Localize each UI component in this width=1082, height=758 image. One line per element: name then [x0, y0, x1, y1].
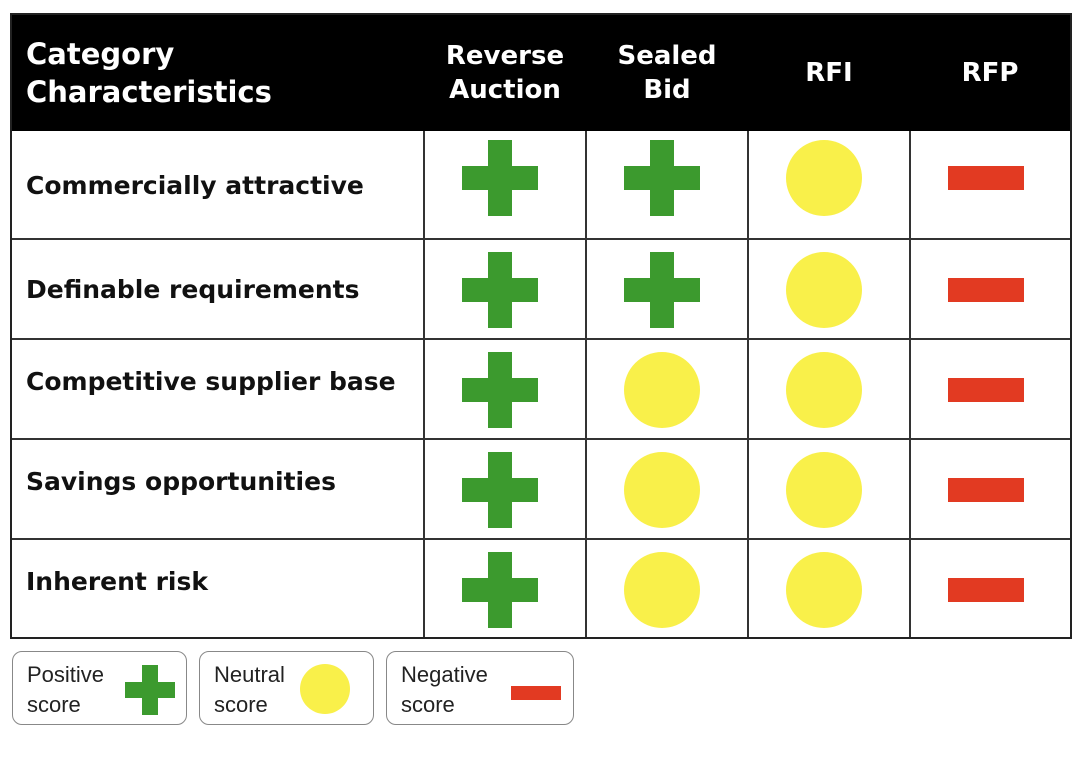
column-divider	[909, 131, 911, 637]
column-divider	[747, 131, 749, 637]
plus-icon	[462, 452, 538, 528]
minus-icon	[948, 278, 1024, 302]
comparison-table: Category Characteristics Reverse Auction…	[10, 13, 1072, 639]
row-label-savings-opportunities: Savings opportunities	[26, 466, 336, 496]
legend-negative-label: Negative score	[401, 662, 488, 717]
row-divider	[12, 238, 1070, 240]
circle-icon	[786, 252, 862, 328]
legend-positive-label: Positive score	[27, 662, 105, 717]
header-reverse-auction: Reverse Auction	[445, 41, 565, 105]
circle-icon	[786, 140, 862, 216]
legend-negative: Negative score	[386, 651, 574, 725]
minus-icon	[511, 686, 561, 700]
plus-icon	[624, 140, 700, 216]
plus-icon	[462, 352, 538, 428]
legend-neutral-label: Neutral score	[214, 662, 285, 717]
plus-icon	[462, 552, 538, 628]
header-sealed-bid: Sealed Bid	[617, 41, 717, 105]
minus-icon	[948, 378, 1024, 402]
row-label-commercially-attractive: Commercially attractive	[26, 170, 364, 200]
circle-icon	[300, 664, 350, 714]
plus-icon	[125, 665, 175, 715]
table-header: Category Characteristics Reverse Auction…	[12, 15, 1070, 131]
minus-icon	[948, 578, 1024, 602]
row-divider	[12, 438, 1070, 440]
plus-icon	[624, 252, 700, 328]
circle-icon	[786, 552, 862, 628]
column-divider	[585, 131, 587, 637]
row-label-inherent-risk: Inherent risk	[26, 566, 208, 596]
row-label-competitive-supplier-base: Competitive supplier base	[26, 366, 396, 396]
circle-icon	[624, 452, 700, 528]
circle-icon	[624, 352, 700, 428]
legend-neutral: Neutral score	[199, 651, 374, 725]
minus-icon	[948, 478, 1024, 502]
circle-icon	[786, 352, 862, 428]
row-divider	[12, 538, 1070, 540]
plus-icon	[462, 140, 538, 216]
column-divider	[423, 131, 425, 637]
header-rfp: RFP	[961, 58, 1019, 88]
circle-icon	[624, 552, 700, 628]
header-rfi: RFI	[805, 58, 853, 88]
row-divider	[12, 338, 1070, 340]
circle-icon	[786, 452, 862, 528]
legend-positive: Positive score	[12, 651, 187, 725]
minus-icon	[948, 166, 1024, 190]
row-label-definable-requirements: Definable requirements	[26, 274, 360, 304]
header-category: Category Characteristics	[26, 37, 272, 109]
plus-icon	[462, 252, 538, 328]
